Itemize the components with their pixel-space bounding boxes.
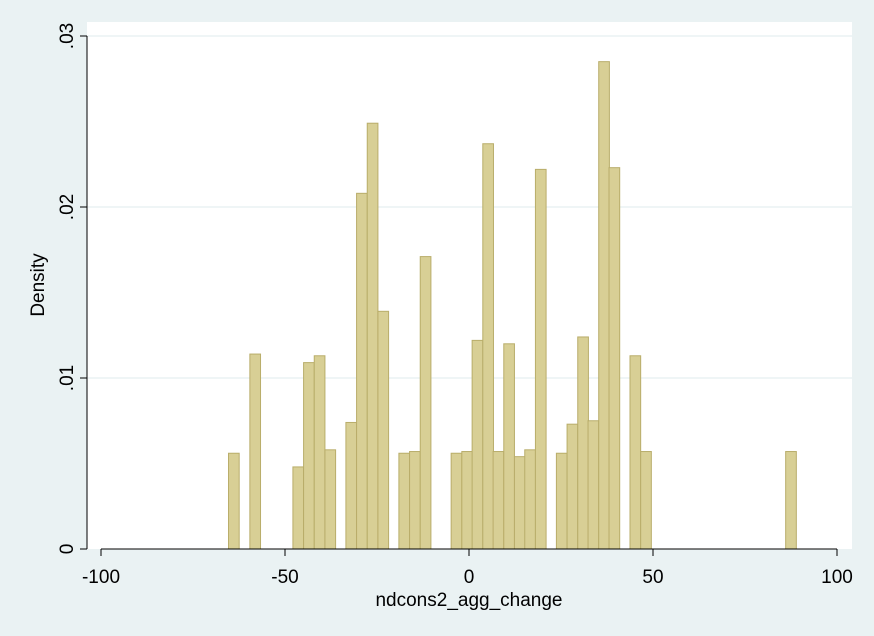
histogram-bar: [228, 452, 240, 550]
histogram-bar: [566, 423, 579, 550]
histogram-bar: [534, 168, 547, 550]
y-tick-label: 0: [57, 544, 78, 555]
y-tick-label: .03: [57, 23, 78, 49]
x-tick-label: -50: [271, 567, 298, 588]
gridlines: [87, 35, 852, 379]
histogram-bar: [398, 452, 411, 550]
x-axis-title: ndcons2_agg_change: [375, 590, 562, 611]
histogram-bar: [598, 61, 610, 550]
histogram-bar: [471, 339, 484, 550]
y-tick-label: .02: [57, 194, 78, 220]
histogram-bar: [324, 449, 337, 550]
histogram-bar: [629, 355, 642, 550]
histogram-bar: [345, 421, 358, 550]
histogram-bar: [292, 466, 305, 550]
histogram-bar: [303, 362, 315, 550]
histogram-bar: [461, 451, 473, 550]
histogram-bar: [492, 451, 505, 550]
histogram-bar: [249, 353, 262, 550]
histogram-bar: [513, 456, 526, 550]
histogram-bar: [608, 167, 621, 550]
x-axis-ticks: -100 -50 0 50 100: [82, 549, 853, 588]
histogram-bar: [409, 451, 421, 550]
histogram-bar: [450, 452, 463, 550]
histogram-bar: [524, 449, 536, 550]
histogram-bar: [366, 122, 379, 550]
histogram-bars: [228, 61, 797, 550]
x-tick-label: 0: [464, 567, 475, 588]
histogram-bar: [377, 310, 390, 550]
histogram-bar: [587, 420, 600, 550]
x-tick-label: 100: [821, 567, 853, 588]
histogram-bar: [313, 355, 326, 550]
y-axis-ticks: 0 .01 .02 .03: [57, 23, 87, 555]
y-axis-title: Density: [28, 253, 49, 317]
histogram-bar: [555, 452, 568, 550]
histogram-bar: [503, 343, 515, 550]
histogram-bar: [482, 143, 494, 550]
histogram-bar: [785, 451, 797, 550]
histogram-bar: [640, 451, 652, 550]
y-tick-label: .01: [57, 365, 78, 391]
x-tick-label: -100: [82, 567, 120, 588]
histogram-bar: [419, 256, 432, 550]
x-tick-label: 50: [642, 567, 663, 588]
histogram-bar: [356, 192, 368, 550]
histogram-bar: [577, 336, 589, 550]
